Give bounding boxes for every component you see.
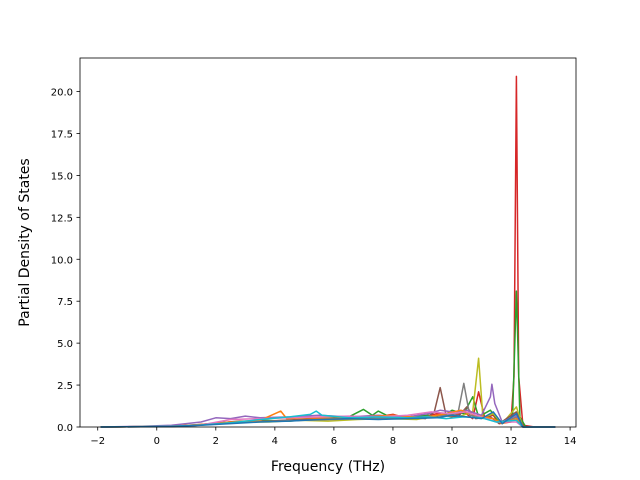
y-tick-label: 2.5 bbox=[57, 381, 73, 392]
y-tick-label: 12.5 bbox=[51, 213, 73, 224]
y-tick-label: 0.0 bbox=[57, 423, 73, 434]
x-tick-label: 2 bbox=[213, 436, 219, 447]
y-tick-label: 10.0 bbox=[51, 255, 73, 266]
y-tick-label: 7.5 bbox=[57, 297, 73, 308]
y-tick-label: 5.0 bbox=[57, 339, 73, 350]
x-tick-label: 12 bbox=[505, 436, 518, 447]
x-axis-title: Frequency (THz) bbox=[271, 459, 385, 475]
x-tick-label: 8 bbox=[390, 436, 396, 447]
y-axis: 0.0 2.5 5.0 7.5 10.0 12.5 15.0 17.5 20.0 bbox=[51, 88, 80, 434]
series-line-10 bbox=[100, 411, 556, 428]
y-axis-title: Partial Density of States bbox=[17, 158, 33, 326]
y-tick-label: 15.0 bbox=[51, 171, 73, 182]
x-tick-label: −2 bbox=[90, 436, 105, 447]
y-tick-label: 20.0 bbox=[51, 88, 73, 99]
x-tick-label: 4 bbox=[272, 436, 278, 447]
plot-frame bbox=[79, 57, 577, 428]
series-layer bbox=[100, 75, 556, 428]
x-tick-label: 0 bbox=[154, 436, 160, 447]
series-line-9 bbox=[100, 410, 556, 428]
x-axis: −2 0 2 4 6 8 10 12 14 bbox=[90, 427, 576, 447]
x-tick-label: 10 bbox=[446, 436, 459, 447]
y-tick-label: 17.5 bbox=[51, 129, 73, 140]
x-tick-label: 6 bbox=[331, 436, 337, 447]
x-tick-label: 14 bbox=[564, 436, 577, 447]
